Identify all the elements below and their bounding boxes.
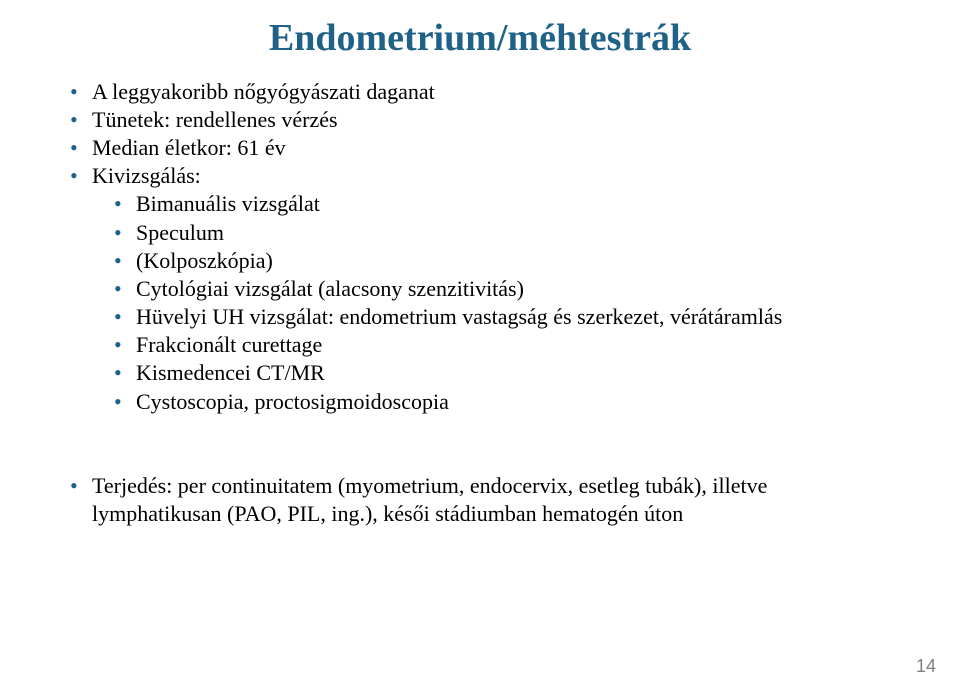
sub-list-item: Frakcionált curettage	[114, 331, 890, 359]
sub-list-item-text: Kismedencei CT/MR	[136, 360, 325, 385]
sub-list-item-text: Frakcionált curettage	[136, 332, 322, 357]
sub-list-item-text: Hüvelyi UH vizsgálat: endometrium vastag…	[136, 304, 782, 329]
sub-list-item: Speculum	[114, 219, 890, 247]
sub-list-item: Bimanuális vizsgálat	[114, 190, 890, 218]
list-item-text: A leggyakoribb nőgyógyászati daganat	[92, 79, 435, 104]
sub-list-item-text: Bimanuális vizsgálat	[136, 191, 320, 216]
spread-item: Terjedés: per continuitatem (myometrium,…	[70, 472, 890, 528]
page-number: 14	[916, 656, 936, 677]
list-item: Median életkor: 61 év	[70, 134, 890, 162]
sub-list-item-text: (Kolposzkópia)	[136, 248, 273, 273]
slide: Endometrium/méhtestrák A leggyakoribb nő…	[0, 0, 960, 691]
sub-list-item: Hüvelyi UH vizsgálat: endometrium vastag…	[114, 303, 890, 331]
spread-list: Terjedés: per continuitatem (myometrium,…	[70, 472, 890, 528]
list-item-text: Median életkor: 61 év	[92, 135, 286, 160]
sub-list-item-text: Speculum	[136, 220, 224, 245]
sub-list: Bimanuális vizsgálat Speculum (Kolposzkópi…	[92, 190, 890, 415]
sub-list-item: Kismedencei CT/MR	[114, 359, 890, 387]
sub-list-item: Cystoscopia, proctosigmoidoscopia	[114, 388, 890, 416]
sub-list-item: Cytológiai vizsgálat (alacsony szenzitiv…	[114, 275, 890, 303]
sub-list-item-text: Cystoscopia, proctosigmoidoscopia	[136, 389, 449, 414]
list-item-text: Tünetek: rendellenes vérzés	[92, 107, 338, 132]
sub-list-item: (Kolposzkópia)	[114, 247, 890, 275]
list-item: Tünetek: rendellenes vérzés	[70, 106, 890, 134]
sub-list-item-text: Cytológiai vizsgálat (alacsony szenzitiv…	[136, 276, 524, 301]
page-title: Endometrium/méhtestrák	[70, 18, 890, 60]
list-item: Kivizsgálás: Bimanuális vizsgálat Speculum…	[70, 162, 890, 415]
list-item-text: Kivizsgálás:	[92, 163, 201, 188]
spread-text: Terjedés: per continuitatem (myometrium,…	[92, 473, 767, 526]
main-list: A leggyakoribb nőgyógyászati daganat Tüne…	[70, 78, 890, 416]
list-item: A leggyakoribb nőgyógyászati daganat	[70, 78, 890, 106]
